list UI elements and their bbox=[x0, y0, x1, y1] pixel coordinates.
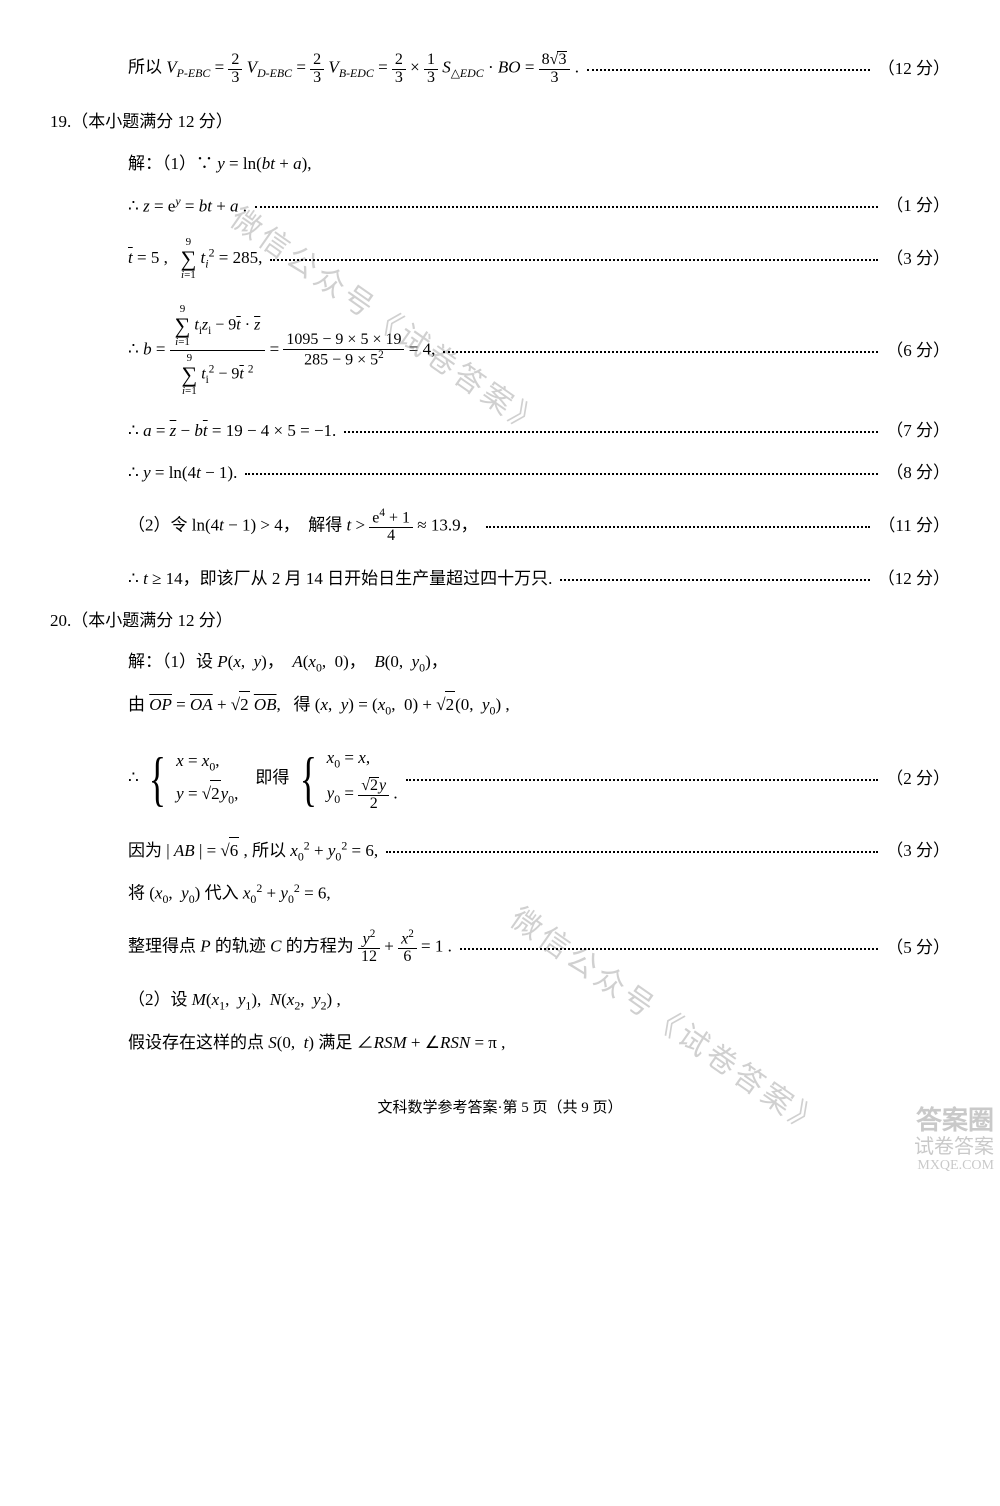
q20-l8: 假设存在这样的点 S(0, t) 满足 ∠RSM + ∠RSN = π , bbox=[50, 1029, 950, 1057]
q20-l5: 将 (x0, y0) 代入 x02 + y02 = 6, bbox=[50, 880, 950, 909]
q19-l3: t = 5 , 9∑i=1 ti2 = 285, （3 分） bbox=[50, 234, 950, 284]
score-12: （12 分） bbox=[878, 56, 950, 82]
q19-l7: （2）令 ln(4t − 1) > 4， 解得 t > e4 + 14 ≈ 13… bbox=[50, 501, 950, 551]
q19-l5: ∴ a = z − bt = 19 − 4 × 5 = −1. （7 分） bbox=[50, 417, 950, 445]
q19-l2: ∴ z = ey = bt + a . （1 分） bbox=[50, 192, 950, 220]
q19-l1: 解：（1）∵ y = ln(bt + a), bbox=[50, 150, 950, 178]
q19-l4: ∴ b = 9∑i=1 tizi − 9t · z 9∑i=1 ti2 − 9t… bbox=[50, 302, 950, 399]
q20-l7: （2）设 M(x1, y1), N(x2, y2) , bbox=[50, 987, 950, 1015]
q20-l2: 由 OP = OA + √2 OB, 得 (x, y) = (x0, 0) + … bbox=[50, 691, 950, 720]
q19-l8: ∴ t ≥ 14，即该厂从 2 月 14 日开始日生产量超过四十万只. （12 … bbox=[50, 565, 950, 593]
dot-leader bbox=[587, 59, 870, 71]
volume-formula: 所以 VP‑EBC = 23 VD‑EBC = 23 VB‑EDC = 23 ×… bbox=[128, 51, 579, 87]
q20-l4: 因为 | AB | = √6 , 所以 x02 + y02 = 6, （3 分） bbox=[50, 837, 950, 866]
q20-header: 20.（本小题满分 12 分） bbox=[50, 607, 950, 635]
top-volume-line: 所以 VP‑EBC = 23 VD‑EBC = 23 VB‑EDC = 23 ×… bbox=[50, 44, 950, 94]
q20-l6: 整理得点 P 的轨迹 C 的方程为 y212 + x26 = 1 . （5 分） bbox=[50, 923, 950, 973]
q20-l3: ∴ { x = x0, y = √2y0, 即得 { x0 = x, y0 = … bbox=[50, 739, 950, 819]
q19-l6: ∴ y = ln(4t − 1). （8 分） bbox=[50, 459, 950, 487]
corner-watermark: 答案圈 试卷答案 MXQE.COM bbox=[914, 1107, 994, 1173]
q20-l1: 解：（1）设 P(x, y)， A(x0, 0)， B(0, y0)， bbox=[50, 649, 950, 677]
page-footer: 文科数学参考答案·第 5 页（共 9 页） bbox=[50, 1097, 950, 1120]
q19-header: 19.（本小题满分 12 分） bbox=[50, 108, 950, 136]
